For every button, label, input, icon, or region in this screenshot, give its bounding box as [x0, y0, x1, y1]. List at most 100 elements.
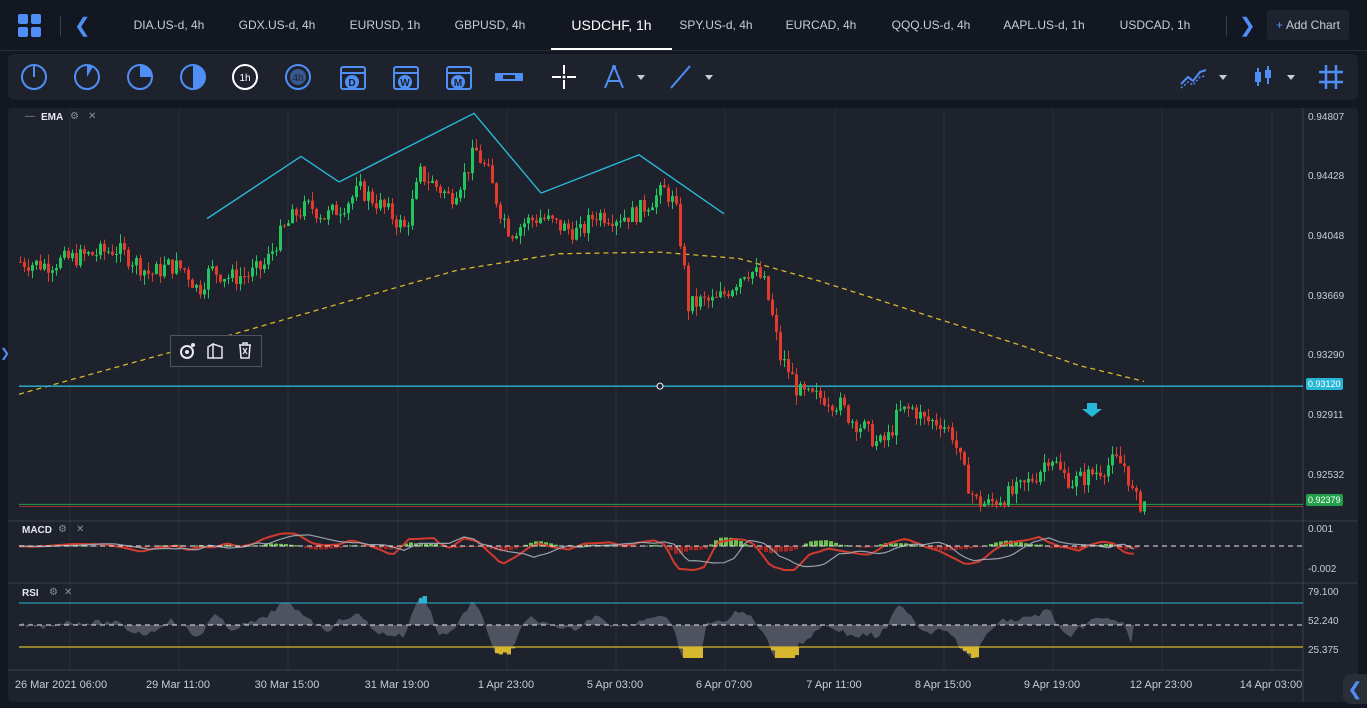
- calendar-week-icon[interactable]: W: [391, 62, 421, 92]
- drawing-settings-icon[interactable]: [177, 341, 197, 361]
- candle-body: [683, 246, 686, 266]
- compass-dropdown-icon[interactable]: [634, 62, 648, 92]
- tab-usdchf[interactable]: USDCHF, 1h: [551, 0, 672, 50]
- candle-body: [691, 296, 694, 312]
- chart-container[interactable]: 0.94807 0.94428 0.94048 0.93669 0.93290 …: [8, 108, 1358, 702]
- candle-body: [75, 252, 78, 266]
- macd-settings-icon[interactable]: ⚙: [58, 524, 67, 535]
- candle-body: [1139, 491, 1142, 512]
- horizontal-ruler-icon[interactable]: [494, 62, 524, 92]
- crosshair-icon[interactable]: [549, 62, 579, 92]
- tab-eurcad[interactable]: EURCAD, 4h: [785, 18, 857, 32]
- tab-spy[interactable]: SPY.US-d, 4h: [679, 18, 753, 32]
- macd-histogram-bar: [779, 546, 783, 552]
- macd-histogram-bar: [474, 546, 478, 548]
- rsi-label: RSI: [22, 588, 39, 599]
- trendline-dropdown-icon[interactable]: [702, 62, 716, 92]
- timeframe-4h-icon[interactable]: 4h: [283, 62, 313, 92]
- divider: [60, 16, 61, 36]
- rsi-close-icon[interactable]: ✕: [64, 587, 73, 598]
- macd-histogram-bar: [569, 546, 573, 549]
- right-panel-toggle-icon[interactable]: ❮: [1343, 674, 1367, 704]
- timeframe-half-icon[interactable]: [178, 62, 208, 92]
- hline-drag-handle[interactable]: [656, 382, 664, 390]
- rsi-oversold-fill: [495, 647, 499, 654]
- macd-histogram-bar: [1109, 543, 1113, 547]
- candle-body: [843, 397, 846, 406]
- candle-body: [751, 272, 754, 279]
- add-chart-button[interactable]: + Add Chart: [1267, 10, 1349, 40]
- tab-gdx[interactable]: GDX.US-d, 4h: [238, 18, 316, 32]
- ema-close-icon[interactable]: ✕: [88, 111, 97, 122]
- tabs-scroll-right-icon[interactable]: ❯: [1239, 15, 1256, 37]
- macd-close-icon[interactable]: ✕: [76, 524, 85, 535]
- tab-dia[interactable]: DIA.US-d, 4h: [133, 18, 205, 32]
- timeframe-1m-icon[interactable]: [19, 62, 49, 92]
- tab-gbpusd[interactable]: GBPUSD, 4h: [454, 18, 526, 32]
- candle-body: [931, 420, 934, 422]
- pattern-line[interactable]: [206, 155, 340, 220]
- macd-histogram-bar: [744, 544, 748, 547]
- candle-body: [783, 359, 786, 361]
- candle-body: [503, 218, 506, 220]
- timeframe-1h-active-icon[interactable]: 1h: [230, 62, 260, 92]
- head-shoulders-pattern[interactable]: [206, 112, 725, 220]
- layout-grid-icon[interactable]: [18, 14, 42, 38]
- collapse-icon[interactable]: —: [25, 111, 35, 122]
- compass-drawing-icon[interactable]: [599, 62, 629, 92]
- macd-histogram-bar: [819, 540, 823, 547]
- macd-histogram-bar: [844, 545, 848, 547]
- indicators-dropdown-icon[interactable]: [1216, 62, 1230, 92]
- calendar-day-icon[interactable]: D: [338, 62, 368, 92]
- rsi-oversold-fill: [687, 647, 691, 658]
- timeframe-15m-icon[interactable]: [72, 62, 102, 92]
- drawing-delete-icon[interactable]: [235, 340, 255, 360]
- drawing-copy-icon[interactable]: [205, 341, 225, 361]
- candle-body: [555, 218, 558, 220]
- pattern-line[interactable]: [338, 112, 542, 194]
- candle-body: [743, 277, 746, 279]
- timeframe-30m-icon[interactable]: [125, 62, 155, 92]
- last-price-badge: 0.92379: [1306, 494, 1343, 506]
- candle-type-icon[interactable]: [1248, 62, 1278, 92]
- rsi-oversold-fill: [791, 647, 795, 658]
- candle-body: [47, 263, 50, 273]
- timeframe-4h-label: 4h: [292, 73, 303, 84]
- macd-histogram-bar: [954, 546, 958, 550]
- candle-body: [759, 267, 762, 278]
- candle-body: [243, 276, 246, 278]
- rsi-tick: 79.100: [1308, 587, 1339, 598]
- time-tick: 30 Mar 15:00: [254, 679, 320, 691]
- calendar-week-label: W: [400, 78, 410, 89]
- rsi-oversold-fill: [775, 647, 779, 658]
- rsi-settings-icon[interactable]: ⚙: [49, 587, 58, 598]
- calendar-month-icon[interactable]: M: [444, 62, 474, 92]
- candle-body: [671, 196, 674, 202]
- trendline-icon[interactable]: [666, 62, 696, 92]
- candle-body: [835, 410, 838, 412]
- candle-body: [1035, 481, 1038, 483]
- grid-layout-icon[interactable]: [1316, 62, 1346, 92]
- candle-body: [511, 236, 514, 239]
- left-panel-toggle-icon[interactable]: ❯: [0, 346, 11, 360]
- tab-qqq[interactable]: QQQ.US-d, 4h: [891, 18, 971, 32]
- indicators-icon[interactable]: [1178, 62, 1208, 92]
- tab-aapl[interactable]: AAPL.US-d, 1h: [1003, 18, 1085, 32]
- macd-histogram-bar: [1014, 541, 1018, 547]
- candle-type-dropdown-icon[interactable]: [1284, 62, 1298, 92]
- ema-settings-icon[interactable]: ⚙: [70, 111, 79, 122]
- time-tick: 6 Apr 07:00: [695, 679, 753, 691]
- tab-usdcad[interactable]: USDCAD, 1h: [1119, 18, 1191, 32]
- candle-body: [955, 440, 958, 448]
- chart-canvas[interactable]: [8, 108, 1358, 702]
- candle-body: [1131, 485, 1134, 488]
- candle-body: [879, 435, 882, 442]
- candle-body: [519, 227, 522, 236]
- tabs-scroll-left-icon[interactable]: ❮: [74, 15, 91, 37]
- candle-body: [1003, 502, 1006, 506]
- pattern-line[interactable]: [540, 154, 725, 215]
- candle-body: [1143, 501, 1146, 512]
- tab-eurusd[interactable]: EURUSD, 1h: [349, 18, 421, 32]
- rsi-overbought-fill: [419, 598, 423, 603]
- candle-body: [811, 388, 814, 392]
